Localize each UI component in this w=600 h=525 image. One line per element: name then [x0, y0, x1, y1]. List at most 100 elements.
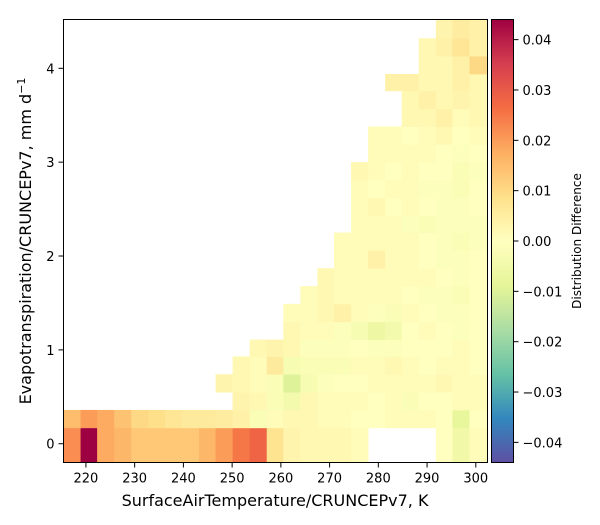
heatmap-cell — [368, 144, 386, 163]
heatmap-cell — [435, 162, 453, 181]
heatmap-cell — [351, 215, 369, 233]
heatmap-cell — [469, 73, 487, 92]
heatmap-cell — [452, 90, 470, 110]
heatmap-cell — [97, 409, 115, 429]
heatmap-cell — [333, 250, 352, 269]
heatmap-cell — [452, 38, 470, 57]
heatmap-cell — [317, 409, 335, 429]
heatmap-cell — [63, 427, 81, 463]
x-tick-label: 260 — [268, 472, 293, 487]
heatmap-cell — [283, 427, 301, 463]
x-tick-label: 300 — [463, 472, 488, 487]
heatmap-cell — [469, 56, 487, 75]
heatmap-cell — [418, 268, 437, 287]
heatmap-cell — [469, 126, 487, 145]
heatmap-cell — [351, 374, 369, 393]
colorbar-tick-label: 0.01 — [523, 185, 552, 200]
heatmap-cell — [266, 356, 284, 375]
heatmap-cell — [435, 409, 453, 429]
heatmap-cell — [351, 232, 369, 251]
heatmap-cell — [266, 427, 284, 463]
heatmap-cell — [418, 162, 437, 181]
heatmap-cell — [249, 356, 268, 375]
heatmap-cell — [452, 197, 470, 217]
heatmap-cell — [435, 392, 453, 411]
heatmap-cell — [435, 356, 453, 375]
heatmap-cell — [401, 250, 420, 269]
heatmap-cell — [317, 339, 335, 357]
heatmap-cell — [283, 392, 301, 411]
heatmap-cell — [368, 339, 386, 357]
heatmap-cell — [452, 19, 470, 39]
heatmap-cell — [385, 73, 403, 92]
heatmap-cell — [469, 19, 487, 39]
heatmap-cell — [333, 392, 352, 411]
heatmap-cell — [469, 339, 487, 357]
heatmap-cell — [435, 126, 453, 145]
heatmap-cell — [351, 339, 369, 357]
heatmap-cell — [418, 232, 437, 251]
heatmap-cell — [368, 392, 386, 411]
heatmap-cell — [351, 356, 369, 375]
heatmap-cell — [300, 339, 318, 357]
heatmap-cell — [368, 232, 386, 251]
y-axis-label-superscript: −1 — [15, 78, 28, 94]
heatmap-cell — [435, 232, 453, 251]
heatmap-cell — [351, 268, 369, 287]
heatmap-cell — [401, 197, 420, 217]
heatmap-cell — [232, 356, 251, 375]
heatmap-cell — [469, 286, 487, 305]
heatmap-cell — [469, 144, 487, 163]
heatmap-cell — [368, 197, 386, 217]
heatmap-cell — [452, 356, 470, 375]
x-tick-label: 240 — [171, 472, 196, 487]
heatmap-cell — [317, 392, 335, 411]
colorbar-tick-label: 0.02 — [523, 134, 552, 149]
colorbar-tick-label: −0.01 — [523, 285, 563, 300]
heatmap-cell — [452, 427, 470, 463]
heatmap-cell — [435, 197, 453, 217]
colorbar-ticks: 0.04 0.03 0.02 0.01 0.00 −0.01 −0.02 −0.03 −0.04 — [513, 34, 563, 451]
heatmap-cell — [418, 38, 437, 57]
heatmap-cell — [333, 232, 352, 251]
heatmap-cell — [435, 38, 453, 57]
plot-frame — [63, 19, 488, 463]
heatmap-cell — [385, 179, 403, 199]
y-axis-label-text: Evapotranspiration/CRUNCEPv7, mm d — [16, 94, 35, 405]
colorbar-tick-label: 0.04 — [523, 34, 552, 49]
colorbar-tick-label: −0.02 — [523, 336, 563, 351]
heatmap-cell — [368, 286, 386, 305]
heatmap-cell — [131, 409, 149, 429]
heatmap-cell — [385, 268, 403, 287]
heatmap-cell — [435, 179, 453, 199]
y-tick-label: 0 — [46, 438, 54, 453]
heatmap-cell — [333, 356, 352, 375]
heatmap-cell — [232, 374, 251, 393]
heatmap-cell — [452, 162, 470, 181]
heatmap-cell — [97, 427, 115, 463]
heatmap-cell — [452, 215, 470, 233]
heatmap-cell — [385, 126, 403, 145]
heatmap-cell — [351, 197, 369, 217]
heatmap-cell — [249, 339, 268, 357]
heatmap-cell — [317, 356, 335, 375]
heatmap-cell — [418, 56, 437, 75]
heatmap-cell — [351, 409, 369, 429]
heatmap-cell — [351, 179, 369, 199]
y-tick-label: 3 — [46, 156, 54, 171]
heatmap-cell — [385, 409, 403, 429]
heatmap-cell — [435, 427, 453, 463]
heatmap-cell — [452, 268, 470, 287]
heatmap-cell — [435, 374, 453, 393]
heatmap-cell — [401, 268, 420, 287]
heatmap-cell — [435, 250, 453, 269]
heatmap-cell — [215, 427, 234, 463]
heatmap-cell — [333, 268, 352, 287]
heatmap-cell — [300, 286, 318, 305]
heatmap-cell — [452, 321, 470, 340]
heatmap-cell — [452, 108, 470, 127]
heatmap-cell — [401, 232, 420, 251]
colorbar-tick-label: 0.03 — [523, 84, 552, 99]
heatmap-cell — [198, 427, 216, 463]
heatmap-cell — [368, 409, 386, 429]
